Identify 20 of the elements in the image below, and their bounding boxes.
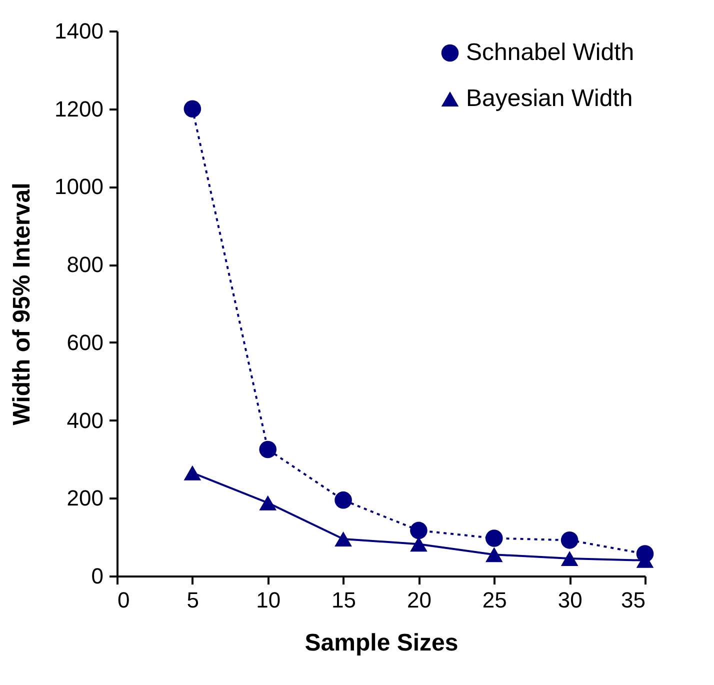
y-tick-label: 1400 (54, 18, 104, 44)
y-axis-title: Width of 95% Interval (8, 182, 36, 426)
y-tick-label: 800 (66, 252, 104, 278)
y-tick-label: 400 (66, 408, 104, 433)
y-tick-label: 1200 (54, 96, 104, 122)
x-tick-label: 35 (621, 588, 646, 612)
legend-label: Bayesian Width (466, 85, 633, 112)
y-tick-label: 0 (91, 564, 104, 588)
y-tick-label: 600 (66, 330, 104, 355)
x-tick-label: 15 (332, 588, 356, 612)
y-tick-label: 1000 (54, 174, 104, 200)
x-tick-label: 10 (256, 588, 281, 612)
x-tick-label: 30 (558, 588, 582, 612)
x-tick-label: 25 (482, 588, 507, 612)
y-tick-label: 200 (66, 486, 104, 511)
x-tick-label: 0 (118, 588, 130, 612)
x-tick-label: 20 (406, 588, 432, 612)
x-axis-title: Sample Sizes (304, 630, 458, 656)
x-tick-label: 5 (186, 588, 200, 612)
legend-label: Schnabel Width (466, 39, 634, 66)
